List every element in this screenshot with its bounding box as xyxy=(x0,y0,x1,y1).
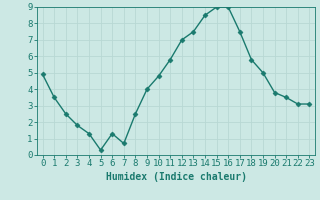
X-axis label: Humidex (Indice chaleur): Humidex (Indice chaleur) xyxy=(106,172,246,182)
